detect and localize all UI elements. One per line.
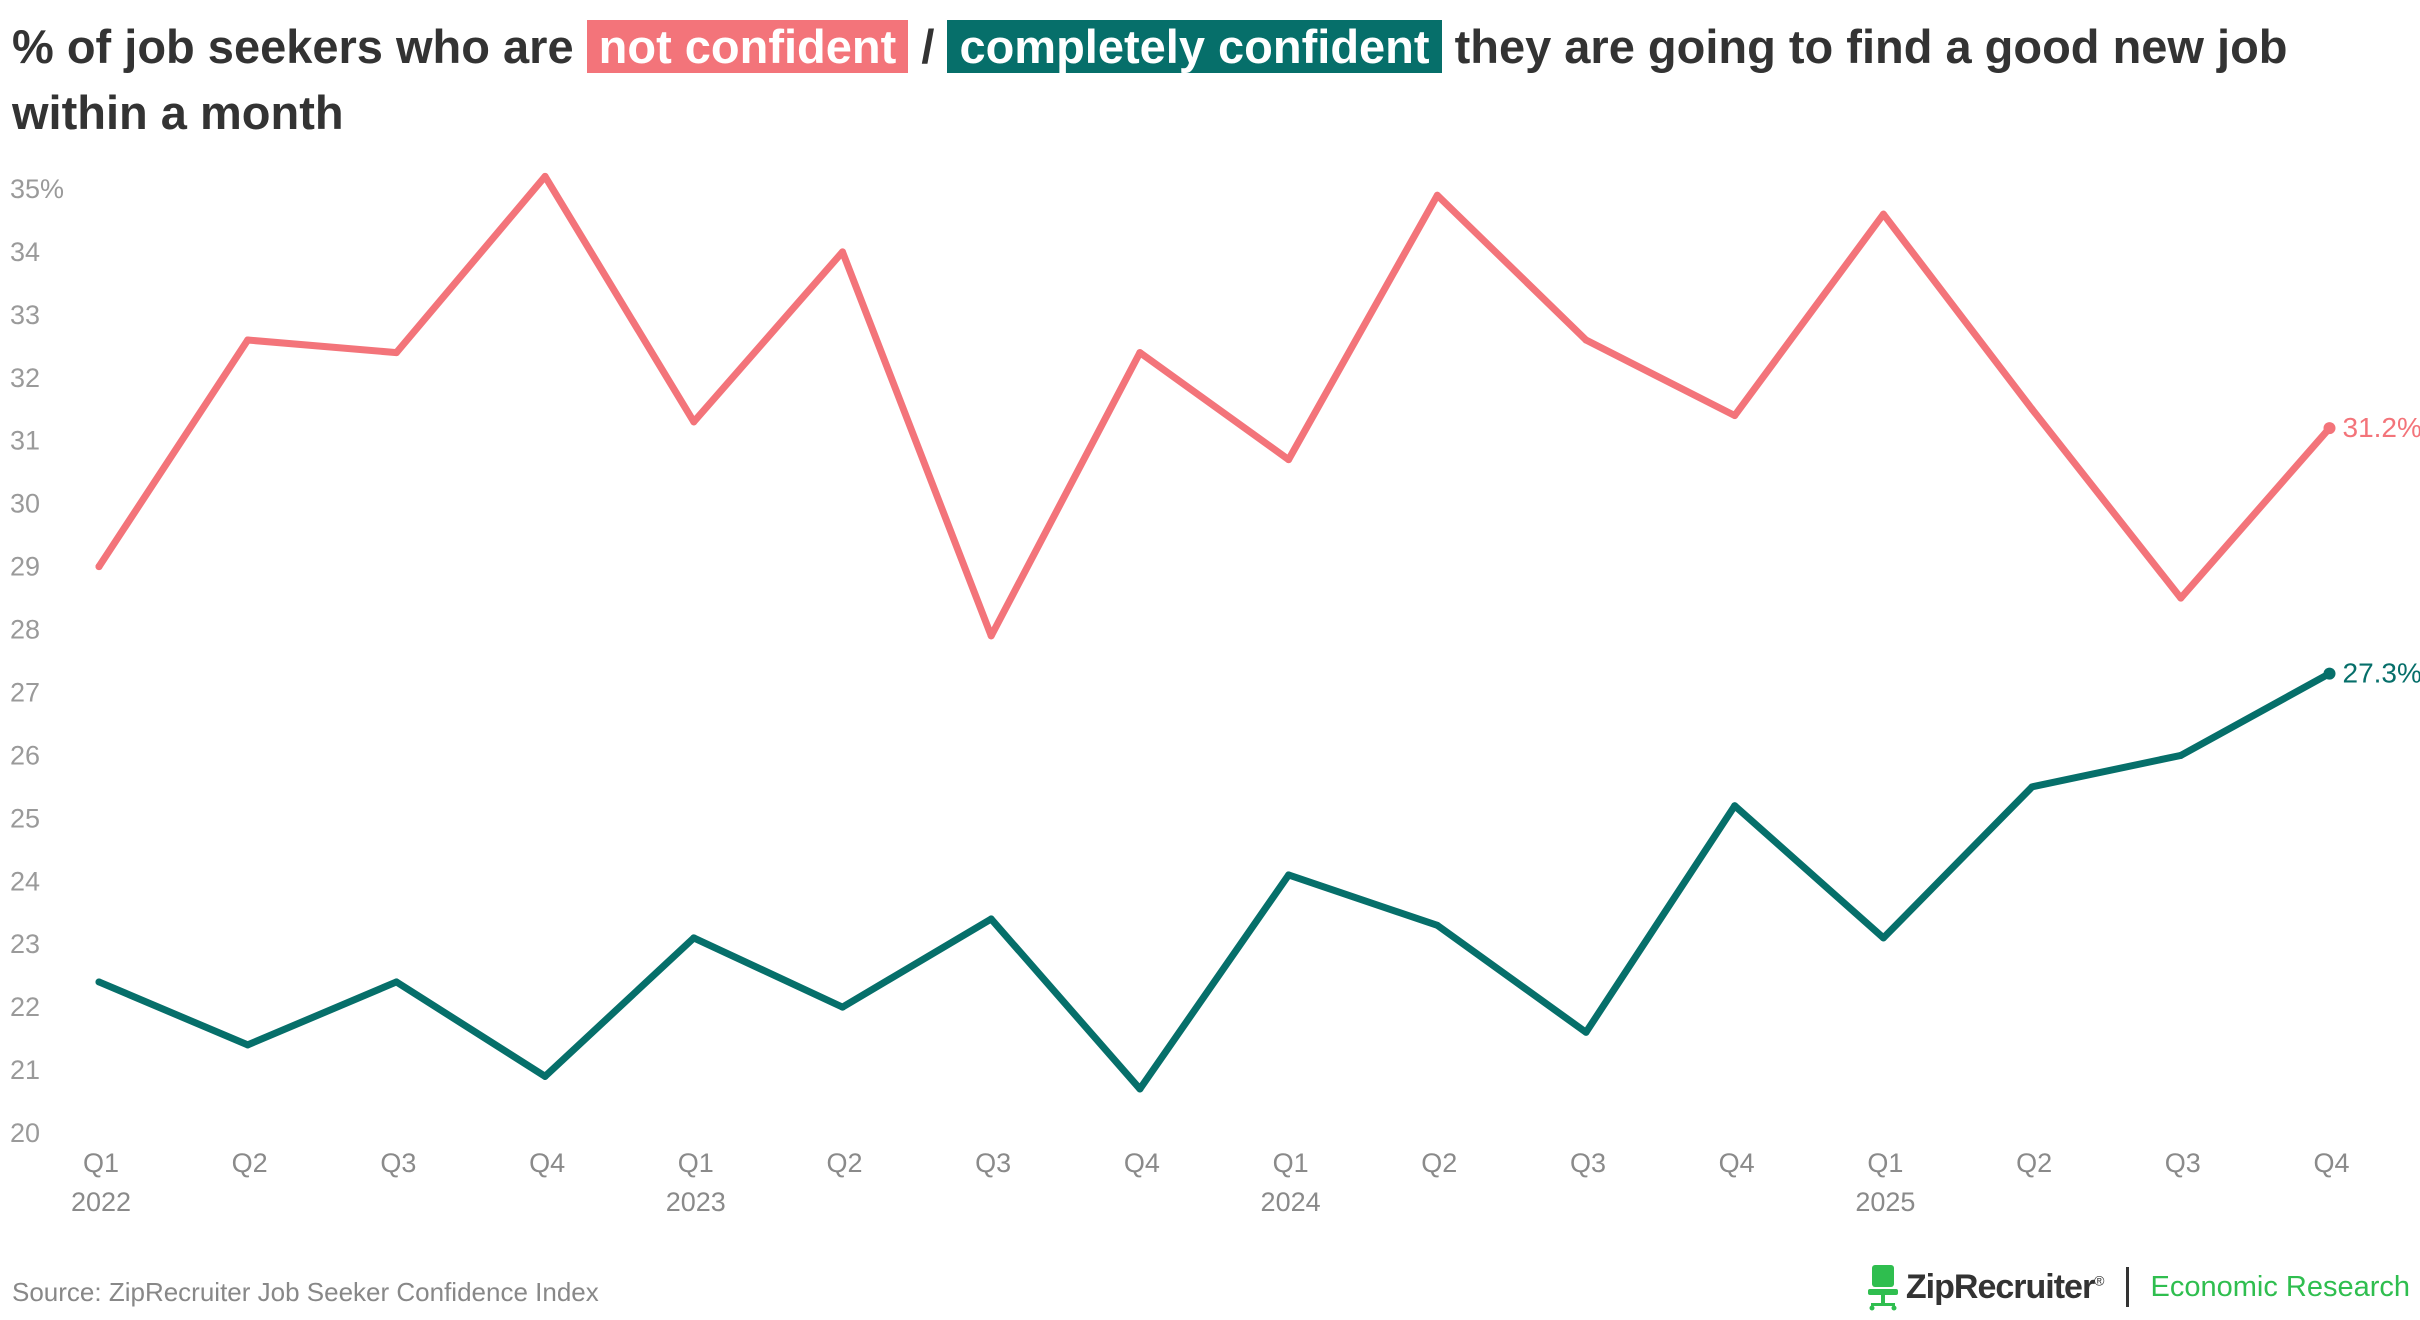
- data-point-not-confident: [1136, 349, 1144, 357]
- x-tick-label: Q4: [529, 1148, 565, 1178]
- data-point-not-confident: [1731, 412, 1739, 420]
- series-line-not-confident: [95, 172, 2333, 640]
- source-note: Source: ZipRecruiter Job Seeker Confiden…: [12, 1277, 599, 1307]
- x-tick-label: Q1: [678, 1148, 714, 1178]
- brand-name: ZipRecruiter®: [1905, 1267, 2105, 1306]
- y-tick-label: 29: [10, 552, 40, 582]
- x-tick-label: Q3: [380, 1148, 416, 1178]
- data-point-completely-confident: [1136, 1085, 1144, 1093]
- data-point-not-confident: [2028, 405, 2036, 413]
- y-tick-label: 20: [10, 1118, 40, 1148]
- data-point-completely-confident: [2028, 783, 2036, 791]
- y-tick-label: 23: [10, 929, 40, 959]
- y-tick-label: 34: [10, 237, 40, 267]
- x-tick-label: Q4: [1124, 1148, 1160, 1178]
- x-year-label: 2023: [666, 1187, 726, 1217]
- legend-completely-confident: completely confident: [947, 20, 1442, 73]
- data-point-completely-confident: [1582, 1028, 1590, 1036]
- registered-mark: ®: [2094, 1272, 2104, 1289]
- data-point-not-confident: [690, 418, 698, 426]
- x-tick-label: Q4: [1719, 1148, 1755, 1178]
- x-tick-label: Q1: [83, 1148, 119, 1178]
- data-point-not-confident: [244, 336, 252, 344]
- series-layer: 31.2% 27.3%: [95, 172, 2420, 1093]
- y-axis: 35% 34 33 32 31 30 29 28 27 26 25 24 23 22 21 20: [10, 174, 64, 1148]
- brand-division: Economic Research: [2150, 1270, 2411, 1303]
- brand-divider: [2125, 1267, 2129, 1307]
- data-point-completely-confident: [690, 934, 698, 942]
- data-point-not-confident: [95, 563, 103, 571]
- data-point-completely-confident: [1285, 871, 1293, 879]
- brand-logo: ZipRecruiter® Economic Research: [1866, 1262, 2410, 1312]
- y-tick-label: 24: [10, 866, 40, 896]
- x-year-label: 2024: [1261, 1187, 1321, 1217]
- x-tick-label: Q3: [1570, 1148, 1606, 1178]
- chair-icon: [1867, 1265, 1898, 1311]
- y-tick-label: 26: [10, 740, 40, 770]
- data-point-completely-confident: [95, 978, 103, 986]
- y-tick-label: 27: [10, 677, 40, 707]
- x-tick-label: Q2: [826, 1148, 862, 1178]
- x-tick-label: Q2: [1421, 1148, 1457, 1178]
- data-point-completely-confident: [2323, 667, 2336, 680]
- y-tick-label: 31: [10, 426, 40, 456]
- data-point-not-confident: [1285, 456, 1293, 464]
- x-tick-label: Q3: [975, 1148, 1011, 1178]
- data-point-not-confident: [392, 349, 400, 357]
- x-axis: Q1 Q2 Q3 Q4 Q1 Q2 Q3 Q4 Q1 Q2 Q3 Q4 Q1 Q2 Q3 Q4 2022 2023…: [71, 1148, 2350, 1217]
- data-point-not-confident: [1433, 191, 1441, 199]
- series-line-completely-confident: [95, 670, 2333, 1093]
- data-point-completely-confident: [987, 915, 995, 923]
- end-label-completely-confident: 27.3%: [2343, 658, 2420, 689]
- y-tick-label: 21: [10, 1055, 40, 1085]
- x-year-label: 2022: [71, 1187, 131, 1217]
- y-tick-label: 30: [10, 489, 40, 519]
- data-point-completely-confident: [244, 1041, 252, 1049]
- legend-not-confident: not confident: [586, 20, 909, 73]
- data-point-completely-confident: [839, 1003, 846, 1011]
- y-tick-label: 32: [10, 363, 40, 393]
- line-chart: 35% 34 33 32 31 30 29 28 27 26 25 24 23 22 21 20 Q1 Q2 Q3…: [10, 172, 2420, 1217]
- x-year-label: 2025: [1855, 1187, 1915, 1217]
- x-tick-label: Q1: [1273, 1148, 1309, 1178]
- data-point-not-confident: [1582, 336, 1590, 344]
- data-point-not-confident: [839, 248, 846, 256]
- x-tick-label: Q2: [232, 1148, 268, 1178]
- y-tick-label: 33: [10, 300, 40, 330]
- data-point-completely-confident: [392, 978, 400, 986]
- data-point-not-confident: [987, 632, 995, 640]
- data-point-completely-confident: [541, 1072, 549, 1080]
- data-point-completely-confident: [1879, 934, 1887, 942]
- title-separator: /: [908, 20, 948, 73]
- data-point-completely-confident: [2177, 751, 2185, 759]
- data-point-not-confident: [2323, 422, 2336, 435]
- x-tick-label: Q3: [2165, 1148, 2201, 1178]
- y-tick-label: 25: [10, 803, 40, 833]
- title-prefix: % of job seekers who are: [12, 20, 587, 73]
- title-suffix: they are going to find a good new job wi…: [12, 20, 2288, 139]
- data-point-not-confident: [1879, 210, 1887, 218]
- data-point-completely-confident: [1731, 802, 1739, 810]
- y-tick-label: 28: [10, 615, 40, 645]
- data-point-completely-confident: [1433, 921, 1441, 929]
- x-tick-label: Q1: [1867, 1148, 1903, 1178]
- chart-title: % of job seekers who are not confident /…: [12, 14, 2392, 146]
- x-tick-label: Q4: [2313, 1148, 2349, 1178]
- end-label-not-confident: 31.2%: [2343, 412, 2420, 443]
- y-tick-label: 22: [10, 992, 40, 1022]
- data-point-not-confident: [541, 172, 549, 180]
- data-point-not-confident: [2177, 594, 2185, 602]
- y-tick-label: 35%: [10, 174, 64, 204]
- x-tick-label: Q2: [2016, 1148, 2052, 1178]
